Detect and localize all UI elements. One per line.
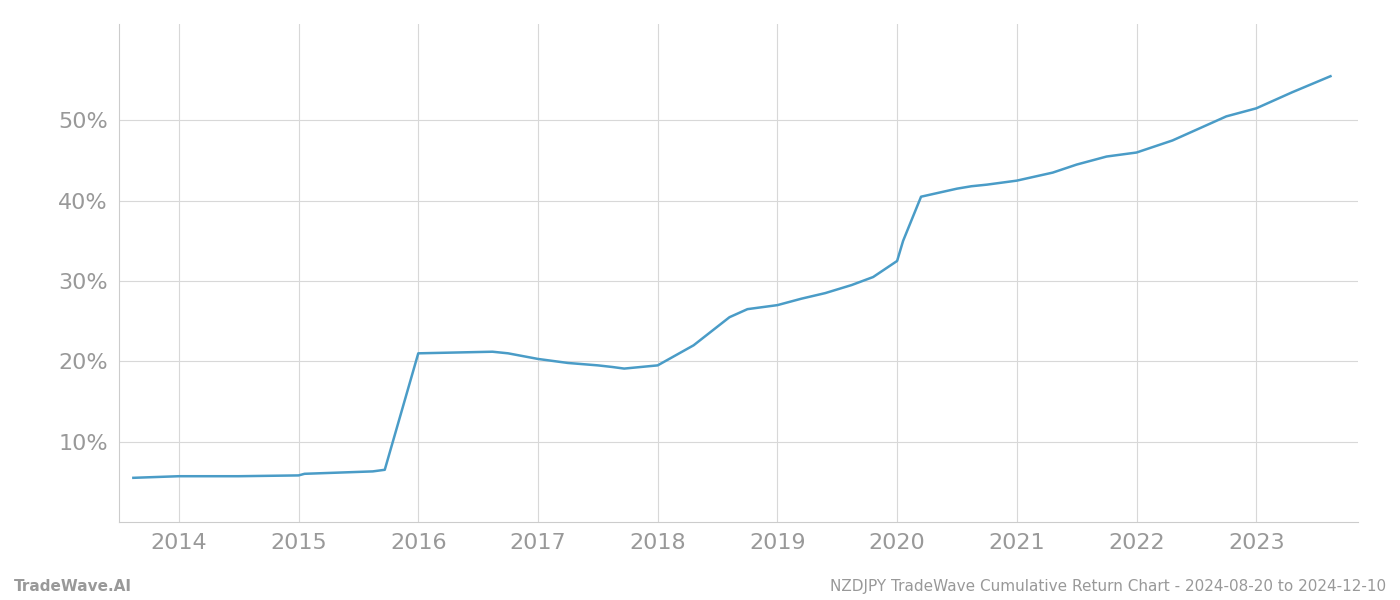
Text: TradeWave.AI: TradeWave.AI <box>14 579 132 594</box>
Text: NZDJPY TradeWave Cumulative Return Chart - 2024-08-20 to 2024-12-10: NZDJPY TradeWave Cumulative Return Chart… <box>830 579 1386 594</box>
